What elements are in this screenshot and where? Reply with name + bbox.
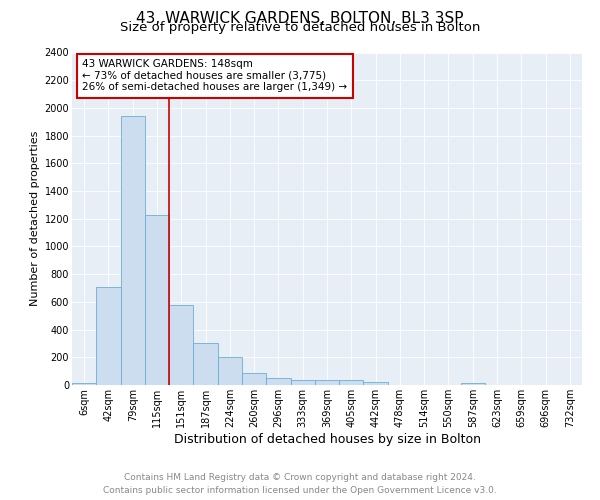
- Bar: [242, 373, 266, 385]
- Bar: [145, 216, 169, 385]
- Bar: [315, 380, 339, 385]
- Bar: [339, 380, 364, 385]
- Text: 43 WARWICK GARDENS: 148sqm
← 73% of detached houses are smaller (3,775)
26% of s: 43 WARWICK GARDENS: 148sqm ← 73% of deta…: [82, 59, 347, 92]
- Text: Size of property relative to detached houses in Bolton: Size of property relative to detached ho…: [120, 21, 480, 34]
- Bar: [72, 383, 96, 385]
- Bar: [218, 358, 242, 385]
- Bar: [193, 342, 218, 385]
- Bar: [96, 286, 121, 385]
- Y-axis label: Number of detached properties: Number of detached properties: [31, 131, 40, 306]
- X-axis label: Distribution of detached houses by size in Bolton: Distribution of detached houses by size …: [173, 432, 481, 446]
- Bar: [169, 306, 193, 385]
- Bar: [461, 383, 485, 385]
- Text: 43, WARWICK GARDENS, BOLTON, BL3 3SP: 43, WARWICK GARDENS, BOLTON, BL3 3SP: [136, 11, 464, 26]
- Bar: [121, 116, 145, 385]
- Bar: [290, 380, 315, 385]
- Bar: [266, 378, 290, 385]
- Bar: [364, 382, 388, 385]
- Text: Contains HM Land Registry data © Crown copyright and database right 2024.
Contai: Contains HM Land Registry data © Crown c…: [103, 474, 497, 495]
